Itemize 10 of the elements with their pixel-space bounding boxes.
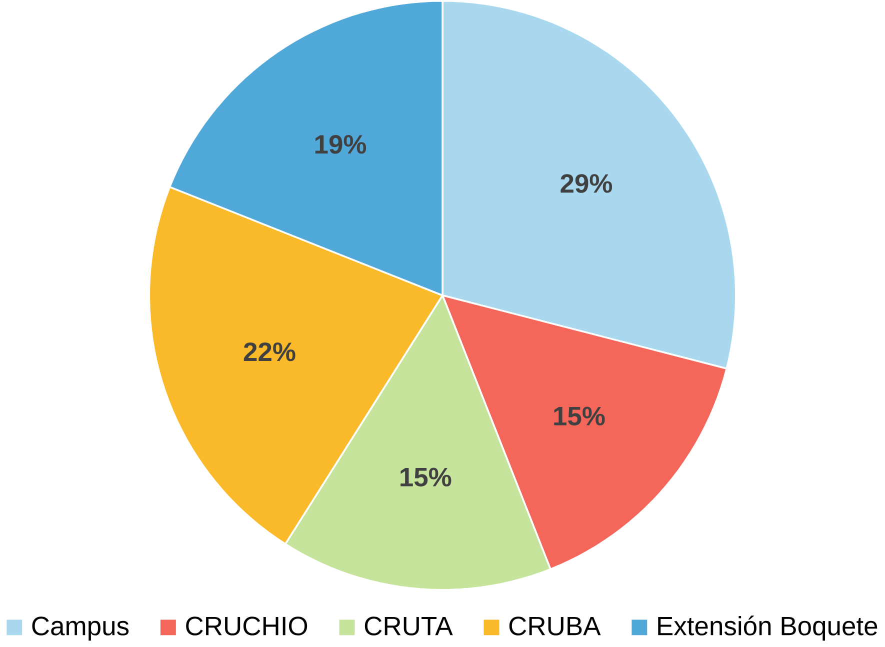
legend-label: CRUTA bbox=[364, 616, 453, 636]
legend-label: CRUBA bbox=[509, 616, 601, 636]
legend-label: CRUCHIO bbox=[186, 616, 308, 636]
data-label: 22% bbox=[244, 342, 296, 362]
data-label: 15% bbox=[400, 468, 452, 486]
legend-label: Extensión Boquete bbox=[658, 616, 878, 641]
data-label: 15% bbox=[554, 406, 605, 426]
legend-label: Campus bbox=[32, 616, 129, 641]
data-label: 19% bbox=[315, 134, 366, 154]
data-label: 29% bbox=[560, 174, 612, 193]
